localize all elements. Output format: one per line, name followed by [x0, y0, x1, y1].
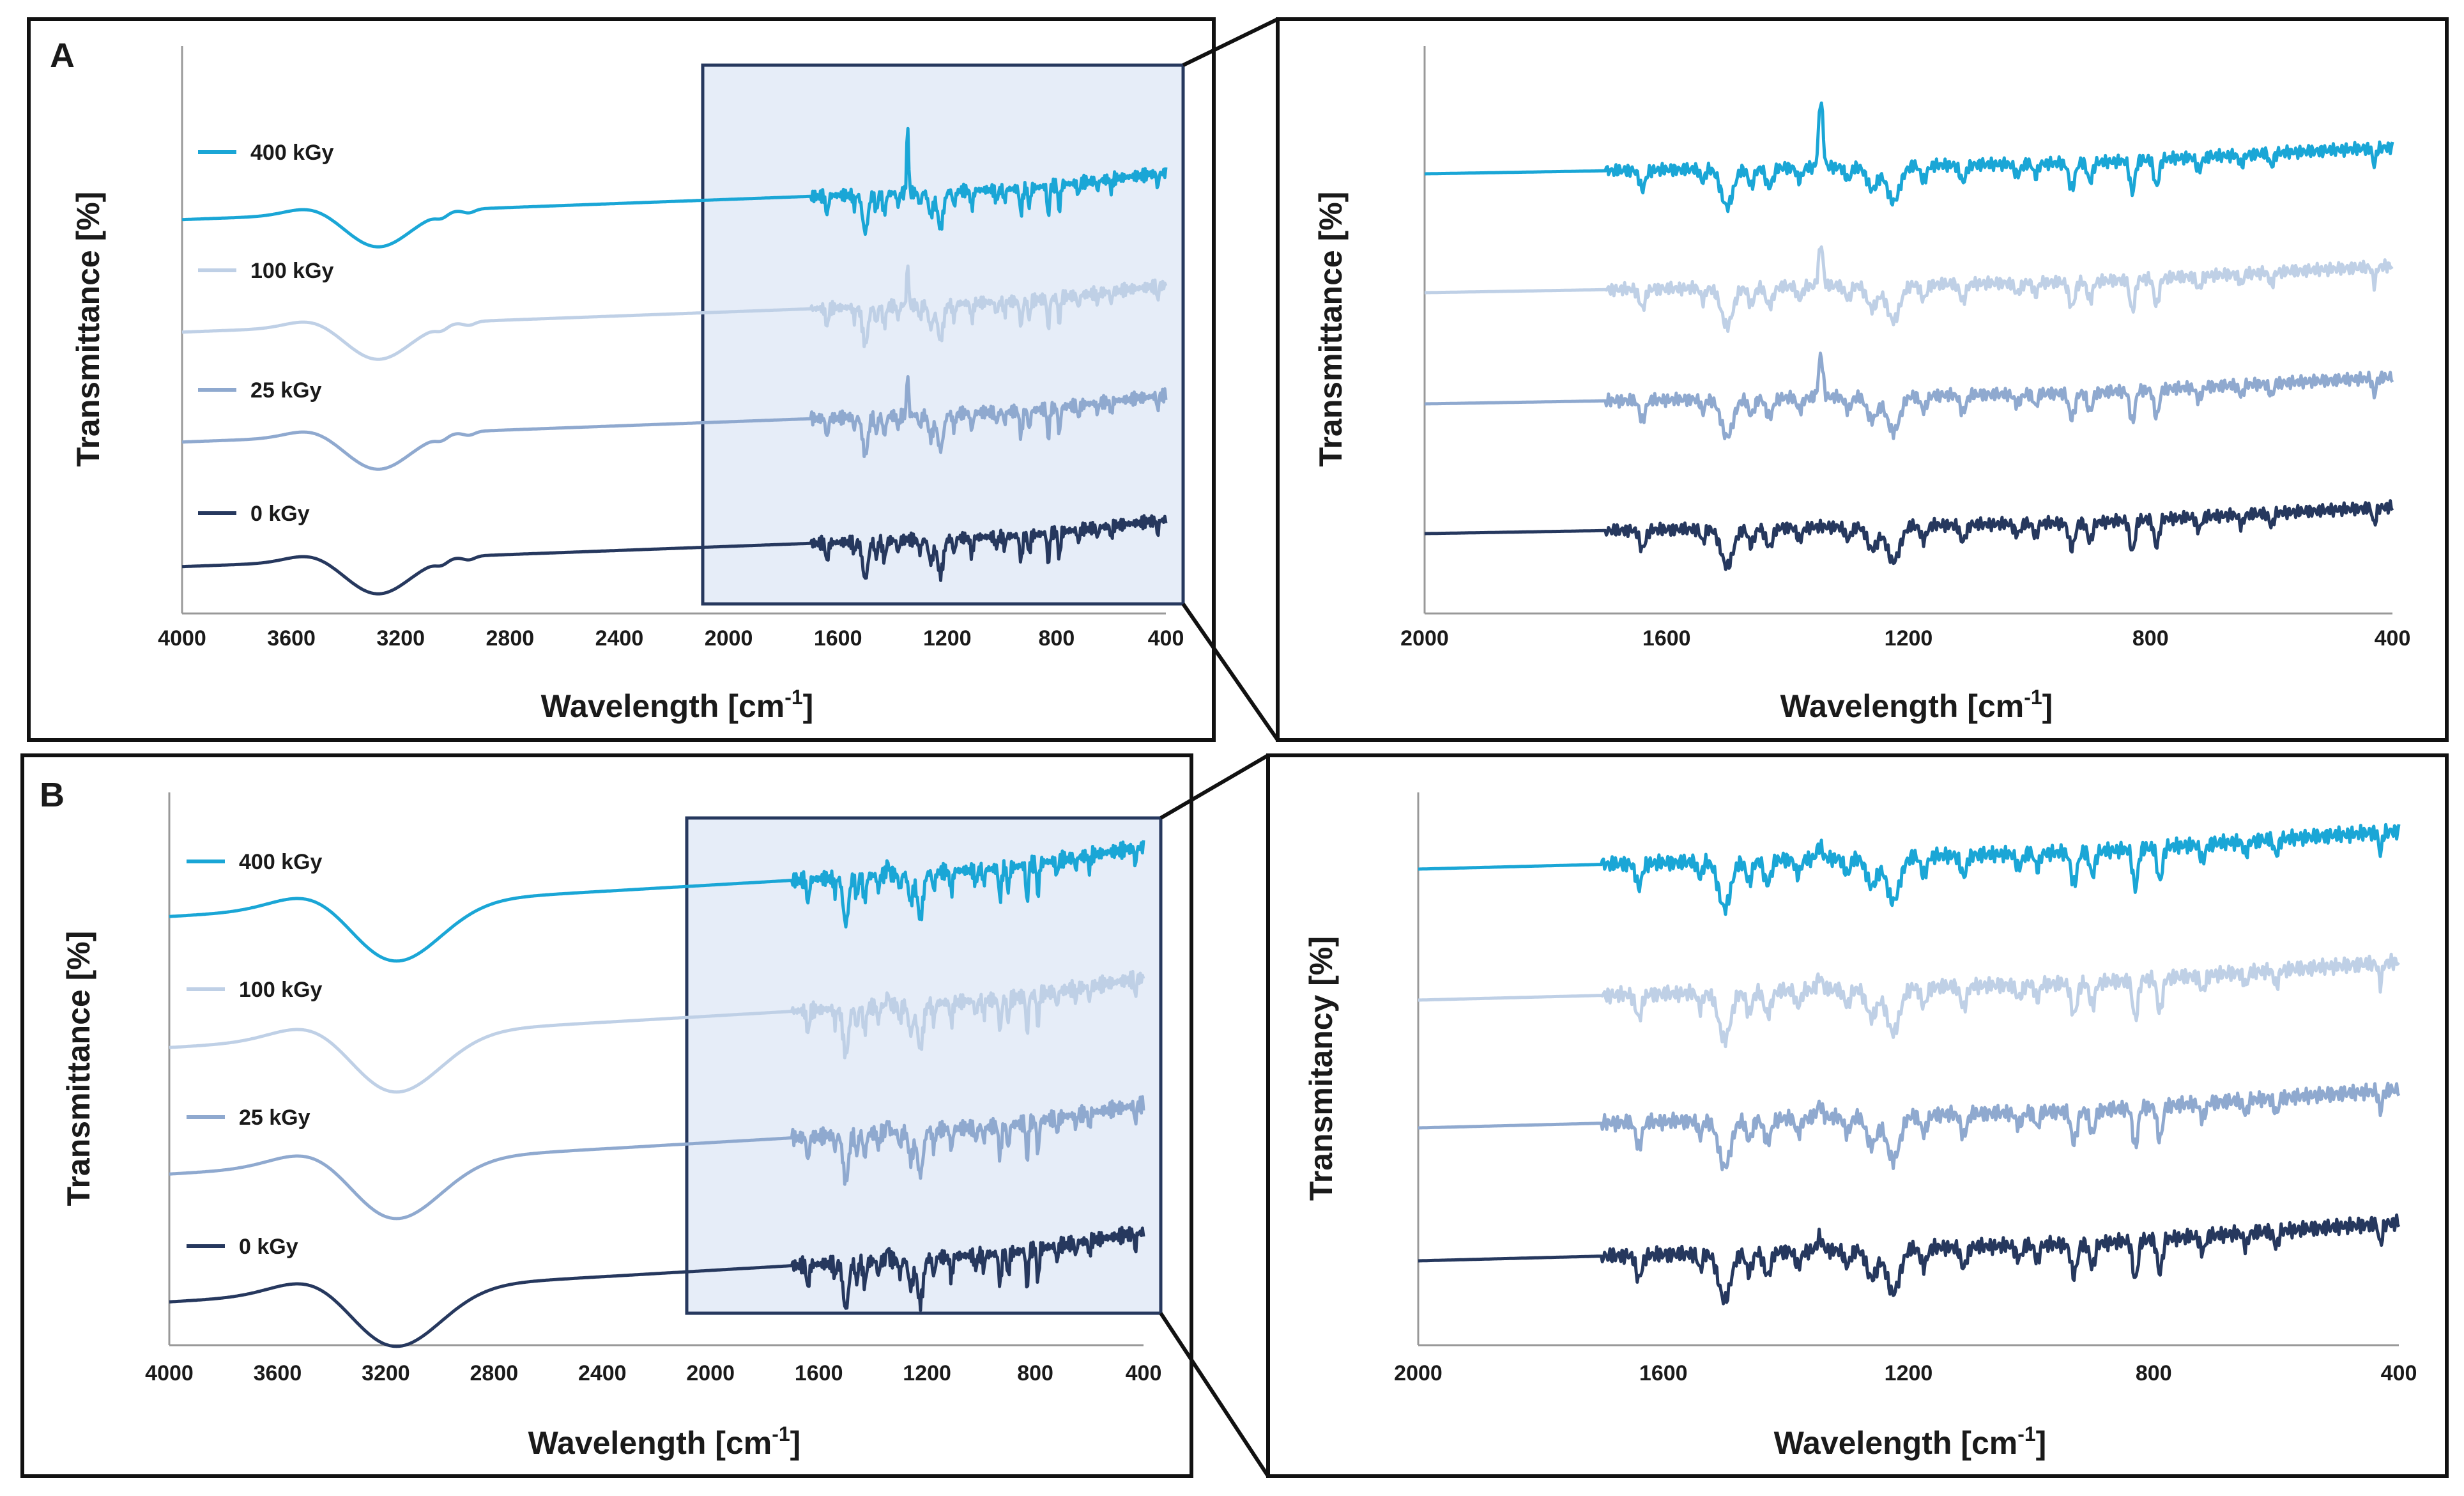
series-line-0-kgy	[169, 1226, 1145, 1348]
series-line-100-kgy	[169, 969, 1145, 1094]
series-line-25-kgy	[181, 375, 1168, 471]
x-tick-label: 1200	[1885, 1361, 1933, 1385]
x-tick-label: 4000	[158, 626, 206, 651]
series-line-400-kgy	[1424, 101, 2394, 213]
x-tick-label: 400	[1148, 626, 1184, 651]
chart-b-full: 4000 3600 3200 2800 2400 2000 1600 1200 800 400 4…	[61, 792, 1161, 1461]
zoom-connector-a-top	[1182, 17, 1279, 67]
zoom-connector-b-bottom	[1159, 1312, 1270, 1477]
panel-b-right-frame	[1266, 753, 2449, 1478]
x-tick-label: 400	[2375, 626, 2411, 651]
x-tick-label: 800	[2132, 626, 2169, 651]
legend-label-25-kgy: 25 kGy	[250, 378, 322, 403]
x-axis-title: Wavelength [cm-1]	[1774, 1423, 2047, 1461]
series-line-0-kgy	[181, 514, 1168, 596]
series-line-400-kgy	[1418, 822, 2401, 916]
x-tick-label: 1200	[903, 1361, 951, 1385]
series-line-25-kgy	[169, 1095, 1145, 1221]
x-tick-label: 800	[1017, 1361, 1053, 1385]
panel-a-right-frame	[1276, 17, 2449, 742]
x-axis-title: Wavelength [cm-1]	[1780, 686, 2053, 724]
series-layer	[169, 840, 1145, 1348]
x-tick-label: 4000	[145, 1361, 194, 1385]
x-tick-label: 3600	[267, 626, 316, 651]
x-tick-label: 3600	[254, 1361, 302, 1385]
tick-layer: 2000 1600 1200 800 400	[1400, 626, 2410, 651]
x-tick-label: 400	[1126, 1361, 1162, 1385]
x-tick-label: 2000	[686, 1361, 735, 1385]
zoom-connector-b-top	[1159, 753, 1269, 820]
y-axis-title: Transmittance [%]	[70, 192, 106, 467]
chart-a-zoom: 2000 1600 1200 800 400 Transmittance [%] Wav…	[1313, 46, 2410, 724]
y-axis-title: Transmittance [%]	[1313, 192, 1349, 467]
y-axis-title: Transmittance [%]	[61, 931, 96, 1207]
x-tick-label: 2400	[595, 626, 644, 651]
x-tick-label: 1600	[1642, 626, 1691, 651]
legend: 400 kGy 100 kGy 25 kGy 0 kGy	[187, 850, 323, 1259]
series-line-100-kgy	[1418, 952, 2400, 1049]
legend-label-0-kgy: 0 kGy	[250, 502, 310, 526]
x-tick-label: 3200	[362, 1361, 410, 1385]
series-line-0-kgy	[1424, 499, 2394, 571]
x-tick-label: 1200	[923, 626, 972, 651]
panel-a-left-frame	[27, 17, 1216, 742]
panel-letter-b: B	[40, 776, 65, 814]
panel-b-left-frame	[20, 753, 1193, 1478]
y-axis-title: Transmitancy [%]	[1303, 936, 1339, 1201]
x-tick-label: 1600	[814, 626, 862, 651]
x-tick-label: 2800	[470, 1361, 519, 1385]
chart-b-zoom: 2000 1600 1200 800 400 Transmitancy [%] Wave…	[1303, 792, 2417, 1461]
series-line-400-kgy	[169, 840, 1145, 963]
x-tick-label: 2000	[1400, 626, 1449, 651]
series-line-25-kgy	[1418, 1081, 2401, 1171]
x-tick-label: 3200	[376, 626, 425, 651]
x-tick-label: 2000	[1394, 1361, 1442, 1385]
legend-label-25-kgy: 25 kGy	[239, 1106, 310, 1130]
x-tick-label: 400	[2381, 1361, 2417, 1385]
x-axis-title: Wavelength [cm-1]	[541, 686, 814, 724]
x-tick-label: 1600	[795, 1361, 843, 1385]
legend-label-400-kgy: 400 kGy	[239, 850, 323, 874]
x-tick-label: 800	[1039, 626, 1075, 651]
panel-letter-a: A	[50, 36, 75, 75]
series-line-0-kgy	[1418, 1213, 2401, 1306]
x-tick-label: 1600	[1639, 1361, 1688, 1385]
legend-label-0-kgy: 0 kGy	[239, 1235, 298, 1259]
legend: 400 kGy 100 kGy 25 kGy 0 kGy	[198, 141, 334, 526]
x-tick-label: 2400	[578, 1361, 627, 1385]
x-tick-label: 2000	[705, 626, 753, 651]
x-tick-label: 2800	[486, 626, 535, 651]
series-layer	[1424, 101, 2394, 571]
zoom-connector-a-bottom	[1181, 603, 1280, 741]
series-layer	[1418, 822, 2401, 1306]
series-line-100-kgy	[1424, 245, 2394, 333]
tick-layer: 2000 1600 1200 800 400	[1394, 1361, 2417, 1385]
series-line-400-kgy	[181, 127, 1168, 249]
x-tick-label: 1200	[1885, 626, 1933, 651]
tick-layer: 4000 3600 3200 2800 2400 2000 1600 1200 800 400	[145, 1361, 1161, 1385]
chart-a-full: 4000 3600 3200 2800 2400 2000 1600 1200 800 400 4…	[70, 46, 1184, 724]
legend-label-100-kgy: 100 kGy	[239, 978, 323, 1002]
x-axis-title: Wavelength [cm-1]	[528, 1423, 801, 1461]
legend-label-100-kgy: 100 kGy	[250, 259, 334, 283]
legend-label-400-kgy: 400 kGy	[250, 141, 334, 165]
series-layer	[181, 127, 1168, 596]
series-line-100-kgy	[181, 264, 1168, 361]
tick-layer: 4000 3600 3200 2800 2400 2000 1600 1200 800 400	[158, 626, 1184, 651]
x-tick-label: 800	[2136, 1361, 2172, 1385]
series-line-25-kgy	[1424, 351, 2394, 440]
